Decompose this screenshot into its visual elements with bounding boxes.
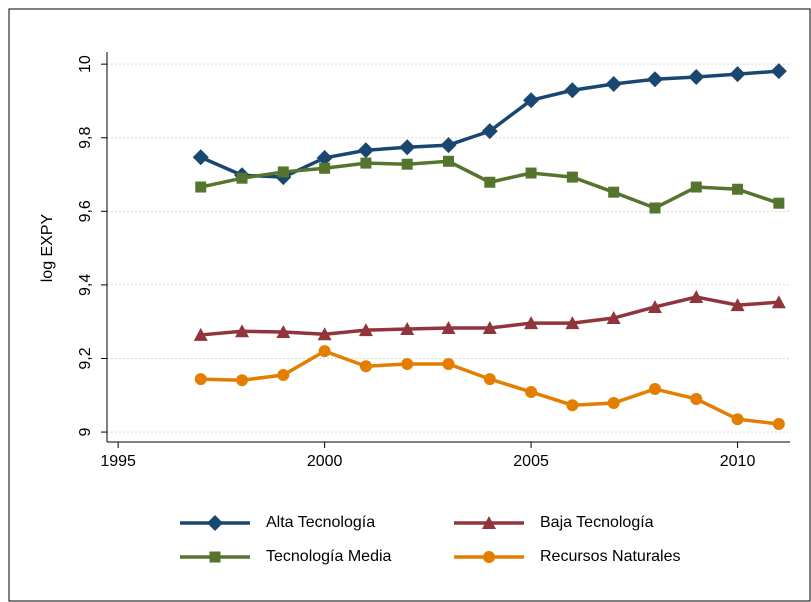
legend-label: Alta Tecnología (266, 514, 375, 531)
marker (441, 320, 456, 334)
marker (360, 157, 372, 169)
marker (192, 149, 209, 166)
marker (648, 383, 661, 396)
marker (690, 181, 702, 193)
marker (731, 413, 744, 426)
marker (401, 158, 413, 170)
marker (443, 155, 454, 167)
y-tick-label: 9,2 (77, 347, 94, 369)
marker (319, 162, 331, 174)
marker (276, 324, 291, 338)
marker (400, 322, 415, 336)
marker (317, 327, 332, 341)
marker (193, 327, 208, 341)
marker (606, 311, 621, 325)
marker (358, 323, 373, 337)
x-tick-label: 2005 (513, 453, 549, 470)
y-tick-label: 9,8 (77, 127, 94, 149)
y-tick-label: 9 (77, 428, 94, 437)
marker (440, 137, 457, 154)
x-tick-label: 2000 (307, 453, 343, 470)
marker (195, 181, 207, 193)
marker (607, 397, 620, 409)
marker (773, 197, 785, 209)
marker (316, 149, 333, 166)
marker (564, 82, 581, 99)
marker (481, 123, 498, 140)
x-tick-label: 1995 (100, 453, 136, 470)
marker (729, 66, 746, 83)
marker (357, 142, 374, 159)
marker (483, 373, 496, 386)
marker (690, 392, 703, 405)
marker (483, 551, 495, 563)
legend-label: Recursos Naturales (540, 548, 681, 565)
marker (236, 172, 248, 184)
marker (524, 316, 539, 330)
marker (401, 358, 414, 370)
marker (772, 417, 785, 430)
marker (525, 385, 538, 398)
marker (482, 516, 496, 529)
marker (399, 139, 416, 156)
y-axis-title: log EXPY (39, 213, 56, 282)
frame (8, 8, 811, 602)
legend-label: Baja Tecnología (540, 514, 654, 531)
marker (236, 374, 249, 387)
marker (482, 320, 497, 334)
marker (442, 358, 455, 370)
marker (647, 299, 662, 313)
marker (689, 290, 704, 304)
marker (566, 399, 579, 412)
marker (688, 69, 705, 86)
marker (318, 345, 331, 358)
y-tick-label: 9,6 (77, 200, 94, 222)
marker (235, 324, 250, 338)
marker (770, 63, 787, 80)
marker (771, 295, 786, 309)
marker (732, 183, 744, 195)
marker (649, 202, 661, 214)
marker (194, 373, 207, 386)
marker (566, 171, 578, 183)
marker (209, 551, 221, 563)
marker (523, 92, 540, 109)
marker (207, 515, 223, 531)
marker (359, 360, 372, 373)
marker (525, 167, 537, 179)
marker (565, 316, 580, 330)
y-tick-label: 9,4 (77, 274, 94, 296)
marker (484, 176, 496, 188)
marker (646, 71, 663, 88)
marker (277, 166, 289, 178)
marker (608, 186, 620, 198)
marker (277, 369, 290, 382)
marker (730, 298, 745, 312)
marker (605, 76, 622, 93)
x-tick-label: 2010 (720, 453, 756, 470)
legend-label: Tecnología Media (266, 548, 392, 565)
y-tick-label: 10 (77, 55, 94, 73)
